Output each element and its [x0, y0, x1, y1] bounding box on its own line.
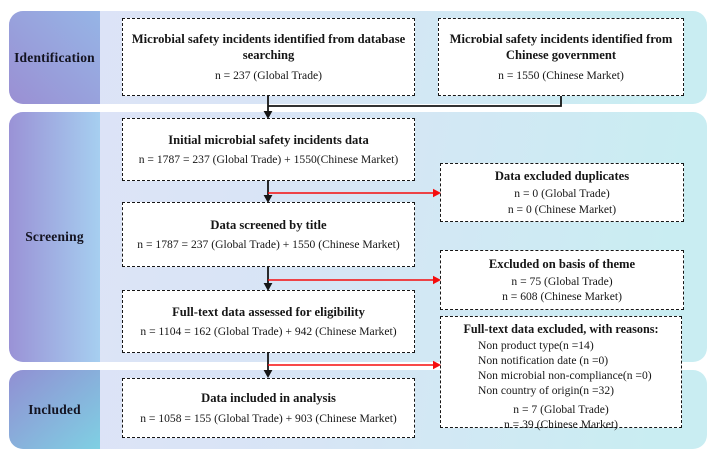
box-fulltext-assessed: Full-text data assessed for eligibility …: [122, 290, 415, 353]
exclusion-count: n = 608 (Chinese Market): [502, 290, 622, 304]
box-screened-by-title: Data screened by title n = 1787 = 237 (G…: [122, 202, 415, 267]
box-title: Microbial safety incidents identified fr…: [131, 32, 406, 63]
box-count: n = 237 (Global Trade): [214, 68, 322, 82]
box-count: n = 1787 = 237 (Global Trade) + 1550 (Ch…: [137, 238, 400, 252]
exclusion-reason: Non notification date (n =0): [478, 354, 609, 368]
exclusion-reason-list: Non product type(n =14) Non notification…: [441, 338, 681, 398]
exclusion-reason: Non country of origin(n =32): [478, 384, 614, 398]
exclusion-count: n = 0 (Global Trade): [514, 187, 610, 201]
box-database-search: Microbial safety incidents identified fr…: [122, 18, 415, 96]
box-title: Microbial safety incidents identified fr…: [449, 32, 673, 63]
stage-column-screening: Screening: [9, 112, 100, 362]
box-count: n = 1058 = 155 (Global Trade) + 903 (Chi…: [140, 411, 397, 425]
box-count: n = 1104 = 162 (Global Trade) + 942 (Chi…: [140, 325, 397, 339]
stage-label-identification: Identification: [14, 49, 95, 65]
exclusion-count: n = 7 (Global Trade): [513, 402, 609, 416]
box-count: n = 1550 (Chinese Market): [498, 68, 624, 82]
box-title: Data excluded duplicates: [494, 169, 630, 184]
box-title: Full-text data assessed for eligibility: [172, 304, 365, 319]
box-included-analysis: Data included in analysis n = 1058 = 155…: [122, 378, 415, 438]
box-title: Initial microbial safety incidents data: [168, 132, 369, 147]
box-count: n = 1787 = 237 (Global Trade) + 1550(Chi…: [138, 153, 399, 167]
exclusion-count: n = 75 (Global Trade): [511, 274, 613, 288]
box-title: Full-text data excluded, with reasons:: [463, 322, 659, 336]
box-title: Excluded on basis of theme: [488, 256, 636, 271]
box-excluded-theme: Excluded on basis of theme n = 75 (Globa…: [440, 250, 684, 310]
box-title: Data included in analysis: [201, 391, 336, 406]
stage-label-screening: Screening: [25, 229, 84, 244]
box-chinese-government: Microbial safety incidents identified fr…: [438, 18, 684, 96]
box-initial-data: Initial microbial safety incidents data …: [122, 118, 415, 181]
box-fulltext-excluded: Full-text data excluded, with reasons: N…: [440, 316, 682, 431]
stage-label-included: Included: [28, 401, 81, 417]
exclusion-reason: Non product type(n =14): [478, 339, 594, 353]
exclusion-count: n = 39 (Chinese Market): [503, 417, 619, 431]
exclusion-count: n = 0 (Chinese Market): [507, 202, 617, 216]
stage-column-included: Included: [9, 370, 100, 449]
exclusion-reason: Non microbial non-compliance(n =0): [478, 369, 652, 383]
box-title: Data screened by title: [210, 217, 327, 232]
stage-column-identification: Identification: [9, 11, 100, 104]
box-excluded-duplicates: Data excluded duplicates n = 0 (Global T…: [440, 163, 684, 222]
